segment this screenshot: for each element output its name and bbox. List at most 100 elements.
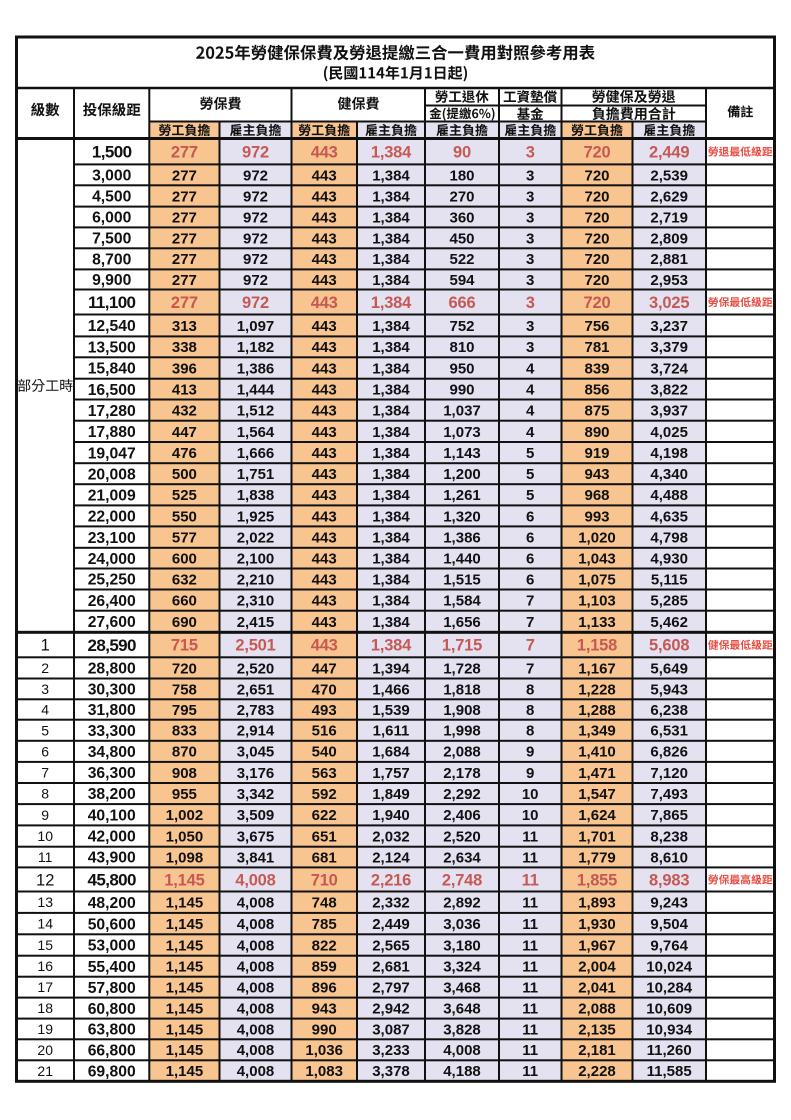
- svg-text:443: 443: [312, 508, 337, 525]
- svg-text:795: 795: [172, 702, 197, 719]
- svg-text:1,384: 1,384: [372, 360, 410, 377]
- svg-text:993: 993: [584, 508, 609, 525]
- svg-text:3: 3: [526, 230, 534, 247]
- svg-text:1,043: 1,043: [578, 551, 616, 568]
- svg-text:2,809: 2,809: [650, 230, 688, 247]
- svg-text:972: 972: [243, 272, 268, 289]
- svg-text:943: 943: [312, 1001, 337, 1018]
- svg-text:2,565: 2,565: [372, 937, 410, 954]
- svg-text:1,200: 1,200: [443, 466, 481, 483]
- svg-text:1,158: 1,158: [577, 637, 617, 655]
- svg-text:1,384: 1,384: [372, 251, 410, 268]
- svg-text:972: 972: [242, 294, 269, 312]
- svg-text:720: 720: [584, 251, 609, 268]
- svg-text:15: 15: [37, 937, 53, 953]
- svg-text:2,100: 2,100: [237, 551, 275, 568]
- svg-text:14: 14: [37, 916, 53, 932]
- svg-text:443: 443: [312, 530, 337, 547]
- svg-text:522: 522: [449, 251, 474, 268]
- svg-text:781: 781: [584, 339, 609, 356]
- svg-text:1,228: 1,228: [578, 681, 616, 698]
- svg-text:360: 360: [449, 209, 474, 226]
- svg-text:277: 277: [172, 230, 197, 247]
- svg-text:1,584: 1,584: [443, 593, 481, 610]
- svg-text:968: 968: [584, 487, 609, 504]
- svg-text:4,008: 4,008: [237, 895, 275, 912]
- svg-text:1,083: 1,083: [305, 1063, 343, 1080]
- svg-text:1,384: 1,384: [372, 318, 410, 335]
- svg-text:31,800: 31,800: [88, 702, 136, 719]
- svg-text:2,953: 2,953: [650, 272, 688, 289]
- svg-text:11: 11: [522, 1042, 538, 1059]
- svg-text:525: 525: [172, 487, 197, 504]
- svg-text:10: 10: [522, 807, 539, 824]
- svg-text:443: 443: [312, 251, 337, 268]
- svg-text:3,378: 3,378: [372, 1063, 410, 1080]
- svg-text:972: 972: [243, 167, 268, 184]
- svg-text:1,075: 1,075: [578, 571, 616, 588]
- svg-text:1,384: 1,384: [372, 167, 410, 184]
- svg-text:1,515: 1,515: [443, 571, 481, 588]
- svg-text:1,050: 1,050: [166, 828, 204, 845]
- svg-text:2,088: 2,088: [578, 1001, 616, 1018]
- svg-text:1,145: 1,145: [166, 916, 204, 933]
- svg-text:785: 785: [312, 916, 337, 933]
- svg-text:277: 277: [172, 209, 197, 226]
- svg-text:1,145: 1,145: [166, 980, 204, 997]
- svg-text:277: 277: [171, 143, 198, 161]
- svg-text:447: 447: [172, 424, 197, 441]
- svg-text:2,914: 2,914: [237, 723, 275, 740]
- svg-text:1,261: 1,261: [443, 487, 481, 504]
- svg-text:1,384: 1,384: [372, 339, 410, 356]
- svg-text:3,045: 3,045: [237, 744, 275, 761]
- svg-text:5: 5: [526, 445, 534, 462]
- svg-text:1,098: 1,098: [166, 849, 204, 866]
- svg-text:45,800: 45,800: [87, 871, 136, 890]
- svg-text:443: 443: [312, 272, 337, 289]
- svg-text:277: 277: [172, 272, 197, 289]
- svg-text:943: 943: [584, 466, 609, 483]
- svg-text:1,145: 1,145: [166, 937, 204, 954]
- svg-text:4,008: 4,008: [443, 1042, 481, 1059]
- svg-text:19,047: 19,047: [88, 445, 136, 462]
- svg-text:18: 18: [37, 1000, 53, 1016]
- svg-text:3,000: 3,000: [92, 168, 132, 185]
- svg-text:990: 990: [312, 1021, 337, 1038]
- svg-text:1,133: 1,133: [578, 614, 616, 631]
- svg-text:1,002: 1,002: [166, 807, 204, 824]
- svg-text:8: 8: [526, 702, 534, 719]
- svg-text:1,145: 1,145: [166, 895, 204, 912]
- svg-text:8,610: 8,610: [650, 849, 688, 866]
- svg-text:890: 890: [584, 424, 609, 441]
- svg-text:3,379: 3,379: [650, 339, 688, 356]
- svg-text:950: 950: [449, 360, 474, 377]
- svg-text:2,719: 2,719: [650, 209, 688, 226]
- svg-text:2,135: 2,135: [578, 1021, 616, 1038]
- svg-text:6: 6: [41, 743, 49, 759]
- svg-text:875: 875: [584, 403, 609, 420]
- svg-text:3,937: 3,937: [650, 403, 688, 420]
- svg-text:5: 5: [526, 487, 534, 504]
- svg-text:13,500: 13,500: [88, 340, 136, 357]
- svg-text:443: 443: [312, 571, 337, 588]
- svg-text:22,000: 22,000: [88, 509, 136, 526]
- svg-text:1,020: 1,020: [578, 530, 616, 547]
- svg-text:1,384: 1,384: [372, 487, 410, 504]
- svg-text:7: 7: [526, 593, 534, 610]
- svg-text:1: 1: [41, 637, 50, 655]
- svg-text:856: 856: [584, 382, 609, 399]
- svg-text:550: 550: [172, 508, 197, 525]
- svg-text:13: 13: [37, 894, 53, 910]
- svg-text:756: 756: [584, 318, 609, 335]
- svg-text:6: 6: [526, 508, 534, 525]
- svg-text:1,925: 1,925: [237, 508, 275, 525]
- svg-text:57,800: 57,800: [88, 980, 136, 997]
- svg-text:1,728: 1,728: [443, 660, 481, 677]
- svg-text:338: 338: [172, 339, 197, 356]
- svg-text:1,386: 1,386: [443, 530, 481, 547]
- svg-text:1,466: 1,466: [372, 681, 410, 698]
- svg-text:28,590: 28,590: [87, 636, 136, 655]
- svg-text:36,300: 36,300: [88, 765, 136, 782]
- svg-text:1,500: 1,500: [92, 143, 132, 162]
- svg-text:1,967: 1,967: [578, 937, 616, 954]
